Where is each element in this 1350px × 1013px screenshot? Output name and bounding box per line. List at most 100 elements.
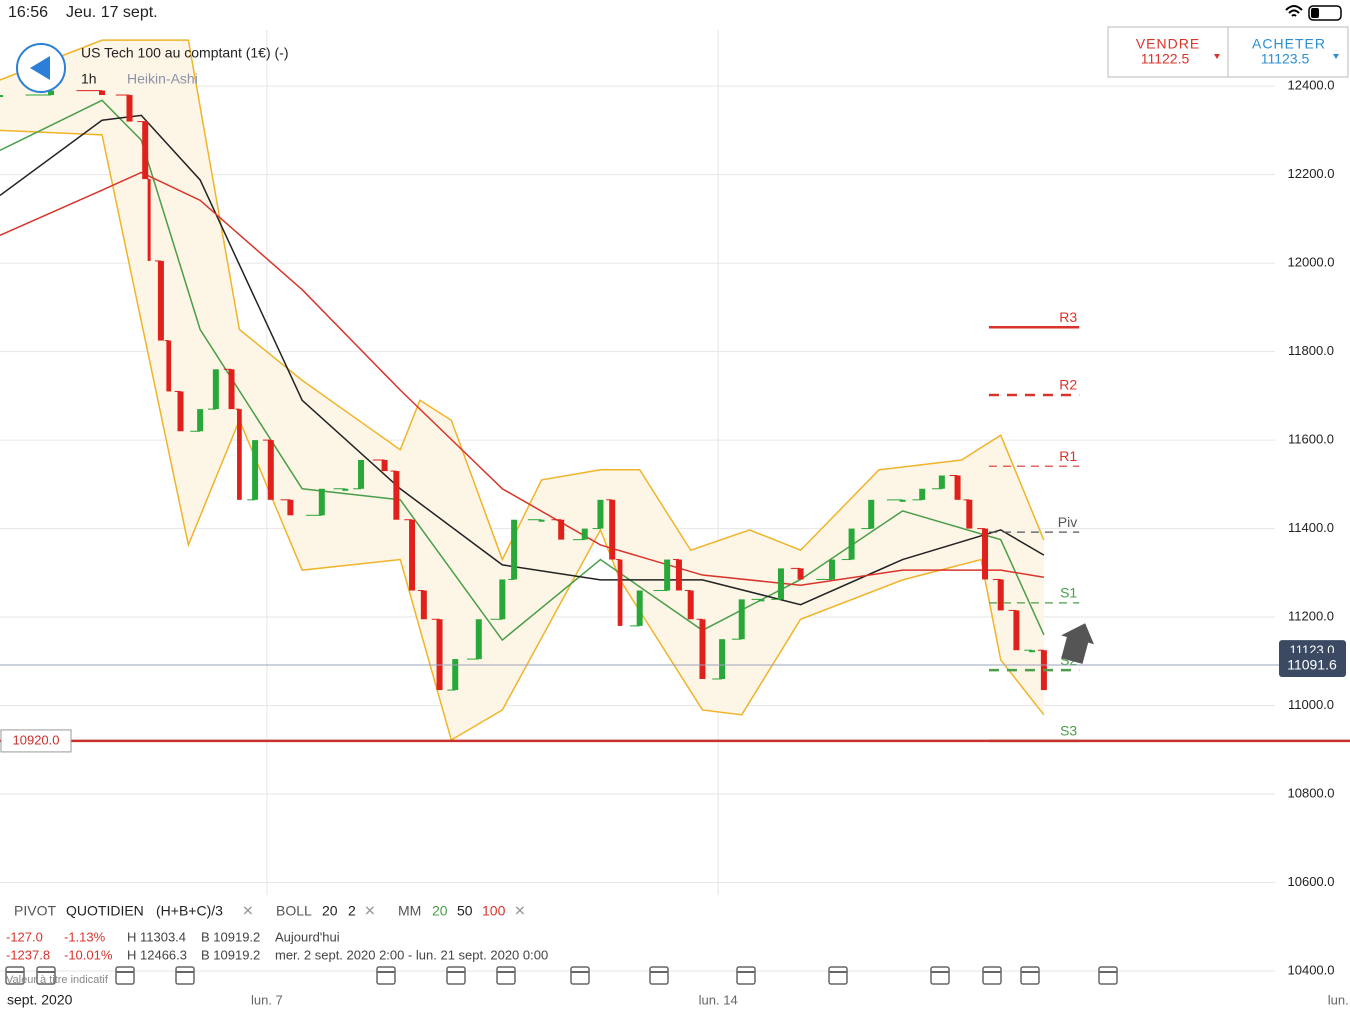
stat-value: B 10919.2	[201, 947, 260, 962]
mm-legend-entry: 100	[482, 903, 506, 919]
buy-button[interactable]: ACHETER 11123.5	[1252, 36, 1339, 67]
stat-value: H 12466.3	[127, 947, 187, 962]
stat-value: -1237.8	[6, 947, 50, 962]
y-tick-label: 11800.0	[1288, 343, 1334, 358]
alert-label: 10920.0	[13, 732, 60, 747]
candle	[177, 391, 184, 432]
pivot-label: Piv	[1058, 514, 1077, 530]
candle	[318, 488, 325, 516]
disclaimer: Valeur à titre indicatif	[6, 974, 109, 986]
status-date: Jeu. 17 sept.	[66, 4, 158, 21]
candle	[597, 499, 604, 529]
y-tick-label: 11000.0	[1288, 697, 1334, 712]
battery-icon	[1308, 5, 1342, 21]
calendar-icon[interactable]	[570, 966, 590, 985]
alert-tag	[0, 729, 72, 753]
candle	[267, 440, 274, 500]
last-price-label: 11091.6	[1287, 657, 1337, 673]
candle	[287, 499, 294, 516]
candle	[228, 369, 235, 410]
calendar-icon[interactable]	[1020, 966, 1040, 985]
candle	[212, 369, 219, 410]
remove-boll[interactable]: ✕	[364, 903, 376, 919]
candle	[252, 440, 259, 500]
pivot-label: S3	[1060, 723, 1077, 739]
candle	[828, 559, 835, 580]
calendar-icon[interactable]	[828, 966, 848, 985]
candle	[142, 121, 149, 180]
pivot-period: QUOTIDIEN	[66, 903, 144, 919]
wifi-icon	[1285, 5, 1303, 17]
stat-value: -10.01%	[64, 947, 113, 962]
sell-button[interactable]: VENDRE 11122.5	[1136, 36, 1220, 67]
candle	[237, 409, 242, 500]
candle	[664, 559, 671, 591]
candle	[1029, 650, 1036, 653]
calendar-icon[interactable]	[446, 966, 466, 985]
calendar-icon[interactable]	[982, 966, 1002, 985]
plot	[0, 39, 1047, 742]
y-tick-label: 10800.0	[1288, 785, 1335, 800]
candle	[0, 95, 3, 98]
candle	[609, 499, 616, 560]
x-tick-label: lun.	[1328, 992, 1349, 1007]
candle	[452, 659, 459, 691]
buy-price: 11123.5	[1261, 51, 1310, 67]
last-price-tag	[1279, 653, 1346, 678]
period-label: sept. 2020	[7, 992, 73, 1008]
pivot-label: PIVOT	[14, 903, 56, 919]
calendar-icon[interactable]	[649, 966, 669, 985]
calendar-icon[interactable]	[736, 966, 756, 985]
candle	[997, 579, 1004, 611]
candle	[420, 590, 427, 620]
y-tick-label: 11200.0	[1288, 608, 1334, 623]
candle	[848, 528, 855, 560]
moving-average	[0, 99, 1045, 642]
stat-value: mer. 2 sept. 2020 2:00 - lun. 21 sept. 2…	[275, 947, 548, 962]
chart-style: Heikin-Ashi	[127, 71, 198, 87]
candle	[558, 519, 565, 540]
candle	[197, 409, 204, 432]
boll-lower	[0, 129, 1045, 742]
buy-label: ACHETER	[1252, 36, 1326, 52]
calendar-icon[interactable]	[376, 966, 396, 985]
candle	[899, 499, 906, 502]
stat-value: B 10919.2	[201, 929, 260, 944]
moving-average	[0, 114, 1045, 606]
calendar-icons	[5, 966, 1118, 985]
x-tick-label: lun. 7	[251, 992, 283, 1007]
calendar-icon[interactable]	[930, 966, 950, 985]
battery-level	[1311, 8, 1319, 18]
boll-deviation: 2	[348, 903, 356, 919]
instrument-title: US Tech 100 au comptant (1€) (-)	[81, 45, 289, 61]
overlay: 10400.0 10600.0 10800.0 11000.0 11200.0 11400…	[0, 78, 1350, 1007]
candle	[982, 528, 989, 580]
calendar-icon[interactable]	[115, 966, 135, 985]
remove-mm[interactable]: ✕	[514, 903, 526, 919]
candle	[738, 599, 745, 640]
candle	[868, 499, 875, 529]
y-tick-label: 10600.0	[1288, 874, 1335, 889]
stats: -127.0 -1.13% H 11303.4 B 10919.2 Aujourd'hu…	[6, 929, 548, 962]
candle	[393, 471, 400, 520]
candle	[511, 519, 518, 580]
back-arrow	[30, 56, 50, 80]
calendar-icon[interactable]	[1098, 966, 1118, 985]
y-tick-label: 12200.0	[1288, 166, 1335, 181]
candle	[475, 619, 482, 660]
candle	[538, 519, 545, 522]
calendar-icon[interactable]	[496, 966, 516, 985]
pivot-label: R3	[1059, 309, 1077, 325]
candle	[342, 488, 349, 491]
pivot-label: S1	[1060, 585, 1077, 601]
boll-upper	[0, 39, 1045, 562]
remove-pivot[interactable]: ✕	[242, 903, 254, 919]
calendar-icon[interactable]	[175, 966, 195, 985]
candle	[126, 95, 133, 122]
mm-legend-entry: 50	[457, 903, 473, 919]
buy-caret	[1333, 54, 1339, 59]
candle	[581, 528, 588, 540]
y-tick-label: 11600.0	[1288, 432, 1334, 447]
candle	[636, 590, 643, 626]
trend-arrow	[1061, 623, 1094, 664]
